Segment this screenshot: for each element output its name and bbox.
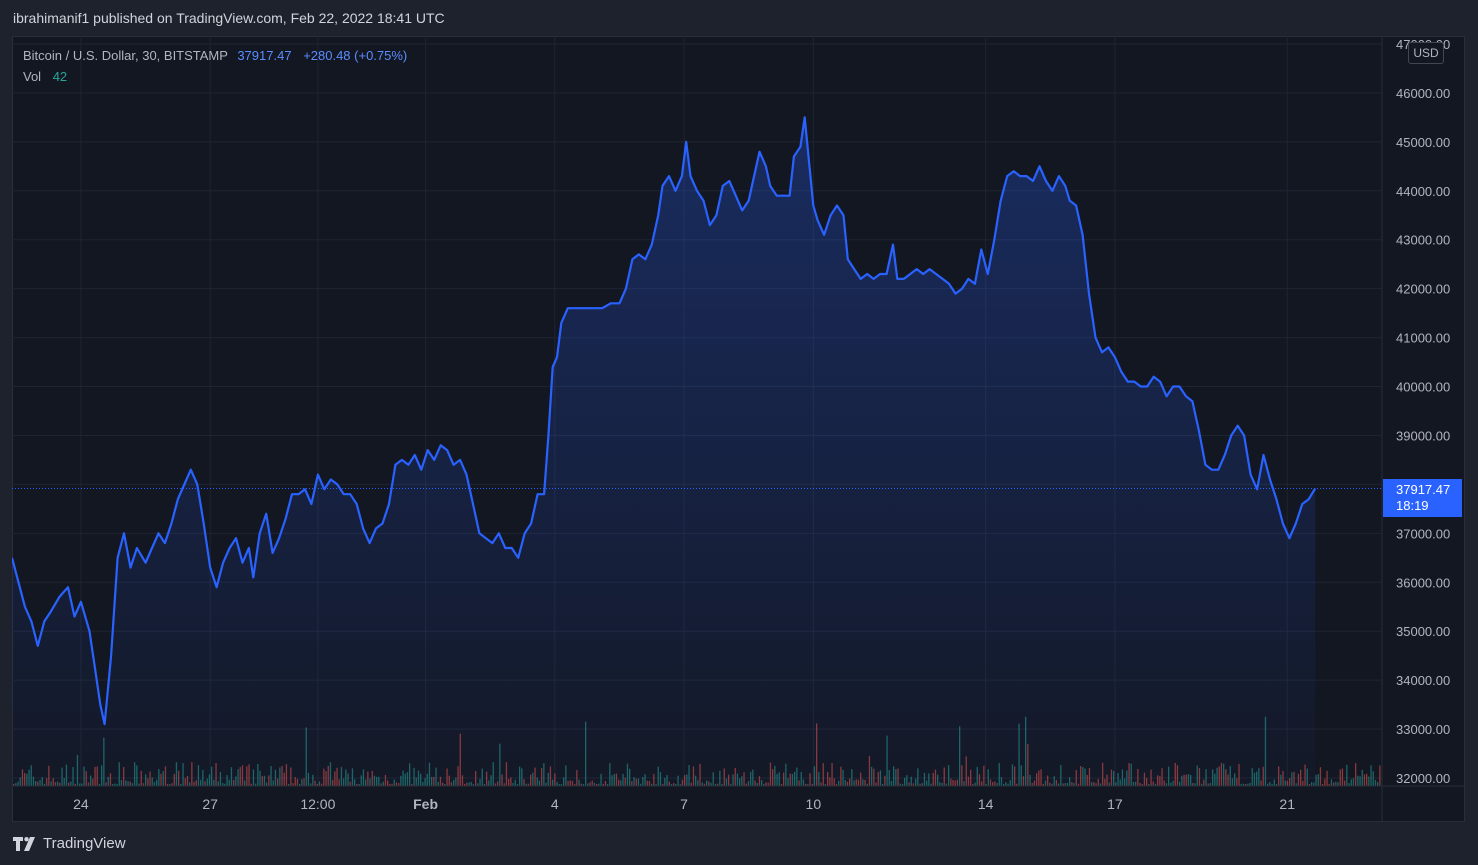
volume-bar xyxy=(1322,784,1324,786)
y-tick-label: 46000.00 xyxy=(1396,86,1450,101)
volume-bar xyxy=(1357,775,1359,786)
volume-bar xyxy=(1379,765,1381,786)
y-tick-label: 32000.00 xyxy=(1396,771,1450,786)
y-tick-label: 33000.00 xyxy=(1396,722,1450,737)
publish-text: ibrahimanif1 published on TradingView.co… xyxy=(13,10,445,26)
last-price-value: 37917.47 xyxy=(1396,482,1451,497)
y-tick-label: 34000.00 xyxy=(1396,673,1450,688)
volume-bar xyxy=(1355,763,1357,786)
brand-name: TradingView xyxy=(43,835,126,852)
volume-bar xyxy=(1370,765,1372,786)
y-tick-label: 40000.00 xyxy=(1396,380,1450,395)
volume-bar xyxy=(1344,780,1346,786)
time-axis: 24 27 12:00 Feb 4 7 10 14 17 21 xyxy=(12,36,1465,822)
currency-button[interactable]: USD xyxy=(1408,42,1444,64)
x-tick-label: 27 xyxy=(202,796,218,812)
y-tick-label: 41000.00 xyxy=(1396,331,1450,346)
volume-bar xyxy=(1319,767,1322,786)
y-tick-label: 42000.00 xyxy=(1396,282,1450,297)
y-tick-label: 43000.00 xyxy=(1396,233,1450,248)
price-axis: 32000.00 33000.00 34000.00 35000.00 36000.00… xyxy=(1396,37,1450,786)
x-tick-label: 10 xyxy=(806,796,822,812)
volume-bar xyxy=(1346,764,1348,786)
volume-bar xyxy=(1335,781,1337,786)
x-tick-label: 4 xyxy=(551,796,559,812)
volume-bar xyxy=(1366,773,1368,786)
volume-bar xyxy=(1328,783,1330,786)
x-tick-label: 17 xyxy=(1107,796,1123,812)
volume-bar xyxy=(1333,782,1335,786)
volume-bar xyxy=(1352,778,1355,786)
legend-price: 37917.47 xyxy=(237,48,292,63)
y-tick-label: 35000.00 xyxy=(1396,624,1450,639)
vol-label: Vol xyxy=(23,69,42,84)
volume-bar xyxy=(1330,779,1333,786)
y-tick-label: 39000.00 xyxy=(1396,428,1450,443)
x-tick-label: Feb xyxy=(413,796,438,812)
y-tick-label: 45000.00 xyxy=(1396,135,1450,150)
x-tick-label: 7 xyxy=(680,796,688,812)
x-tick-label: 24 xyxy=(73,796,89,812)
x-tick-label: 21 xyxy=(1279,796,1295,812)
volume-bar xyxy=(1377,782,1379,786)
price-area xyxy=(12,117,1316,786)
volume-bar xyxy=(1341,768,1344,786)
volume-bar xyxy=(1337,782,1339,786)
y-tick-label: 44000.00 xyxy=(1396,184,1450,199)
volume-bar xyxy=(1374,780,1377,786)
tradingview-logo[interactable]: TradingView xyxy=(13,835,126,852)
volume-bar xyxy=(1368,776,1370,786)
volume-bar xyxy=(1339,769,1341,786)
legend: Bitcoin / U.S. Dollar, 30, BITSTAMP 3791… xyxy=(23,45,407,87)
price-chart[interactable]: 32000.00 33000.00 34000.00 35000.00 36000.00… xyxy=(12,36,1465,822)
volume-bar xyxy=(1363,774,1366,786)
volume-bar xyxy=(1326,770,1328,786)
x-tick-label: 12:00 xyxy=(300,796,335,812)
tradingview-logo-icon xyxy=(13,836,35,851)
volume-bar xyxy=(1348,783,1350,786)
volume-bar xyxy=(1324,778,1326,786)
volume-bar xyxy=(1372,771,1374,786)
volume-bar xyxy=(1315,774,1317,786)
y-tick-label: 37000.00 xyxy=(1396,526,1450,541)
publish-bar: ibrahimanif1 published on TradingView.co… xyxy=(0,0,1478,36)
price-line xyxy=(12,116,1317,726)
volume-bar xyxy=(1361,769,1363,786)
footer: TradingView xyxy=(0,822,1478,865)
legend-change: +280.48 (+0.75%) xyxy=(303,48,408,63)
volume-bar xyxy=(1350,779,1352,786)
last-price-tag: 37917.47 18:19 xyxy=(1383,479,1462,517)
symbol-label: Bitcoin / U.S. Dollar, 30, BITSTAMP xyxy=(23,48,228,63)
x-tick-label: 14 xyxy=(978,796,994,812)
vol-value: 42 xyxy=(52,69,68,84)
y-tick-label: 36000.00 xyxy=(1396,575,1450,590)
volume-bar xyxy=(1317,774,1319,786)
bar-countdown: 18:19 xyxy=(1396,498,1429,513)
volume-bar xyxy=(1359,776,1361,786)
